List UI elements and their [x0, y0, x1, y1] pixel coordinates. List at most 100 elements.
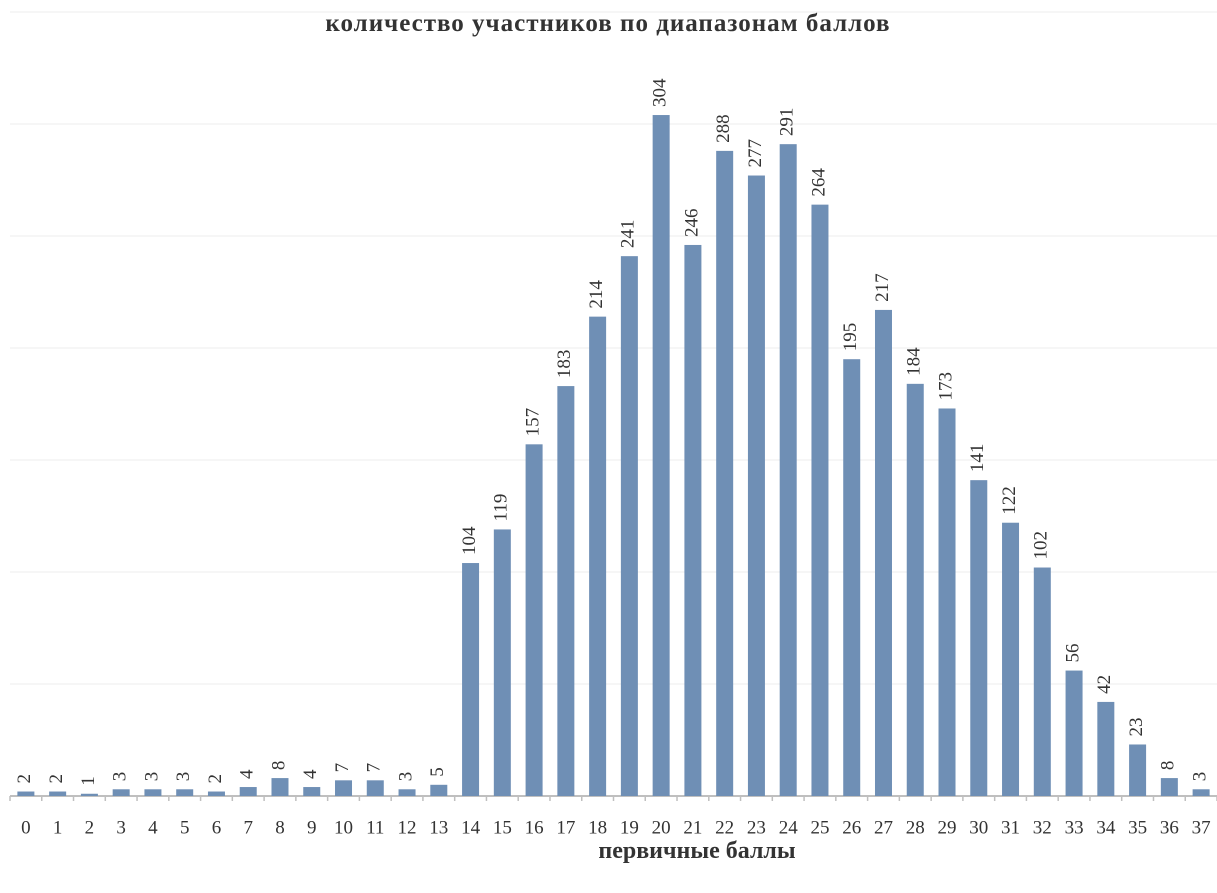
bar [239, 787, 257, 796]
x-tick-label: 23 [747, 817, 766, 838]
x-tick-label: 28 [906, 817, 925, 838]
x-tick-label: 31 [1001, 817, 1020, 838]
x-tick-label: 13 [429, 817, 448, 838]
bar [271, 778, 289, 796]
data-label: 291 [777, 108, 798, 137]
data-label: 1 [78, 776, 99, 786]
bar [1065, 670, 1083, 796]
x-tick-label: 33 [1065, 817, 1084, 838]
bar [144, 789, 162, 796]
x-tick-label: 17 [556, 817, 575, 838]
data-label: 241 [618, 220, 639, 249]
data-label: 7 [332, 763, 353, 773]
data-label: 288 [713, 114, 734, 143]
data-label: 119 [491, 494, 512, 522]
bar [906, 383, 924, 796]
x-axis-title: первичные баллы [598, 838, 796, 864]
bar [493, 529, 511, 796]
bar [525, 444, 543, 796]
bar [874, 309, 892, 796]
x-tick-label: 37 [1192, 817, 1211, 838]
chart-title: количество участников по диапазонам балл… [325, 10, 890, 37]
data-label: 3 [141, 772, 162, 782]
data-label: 141 [967, 444, 988, 473]
bar [176, 789, 194, 796]
bar [335, 780, 353, 796]
x-tick-label: 24 [779, 817, 799, 838]
x-tick-label: 20 [652, 817, 671, 838]
x-tick-label: 15 [493, 817, 512, 838]
bar [716, 150, 734, 796]
data-label: 42 [1094, 675, 1115, 694]
data-label: 195 [840, 323, 861, 352]
data-label: 104 [459, 526, 480, 555]
x-tick-label: 18 [588, 817, 607, 838]
data-label: 214 [586, 280, 607, 309]
x-tick-label: 27 [874, 817, 893, 838]
data-label: 8 [268, 761, 289, 771]
bar [17, 791, 35, 796]
x-tick-label: 12 [398, 817, 417, 838]
bar [620, 256, 638, 796]
bar [938, 408, 956, 796]
bar [366, 780, 384, 796]
bar [1192, 789, 1210, 796]
bar [970, 480, 988, 796]
bar [207, 791, 225, 796]
data-label: 2 [205, 774, 226, 784]
bar [652, 115, 670, 797]
x-tick-label: 9 [307, 817, 317, 838]
bar [589, 316, 607, 796]
bar [1002, 522, 1020, 796]
x-tick-label: 36 [1160, 817, 1179, 838]
data-label: 246 [681, 208, 702, 237]
x-tick-label: 32 [1033, 817, 1052, 838]
bar [779, 144, 797, 796]
bar [1097, 701, 1115, 796]
x-tick-label: 6 [212, 817, 222, 838]
bar [811, 204, 829, 796]
x-tick-label: 3 [116, 817, 126, 838]
x-tick-label: 8 [275, 817, 285, 838]
data-label: 56 [1062, 644, 1083, 663]
x-tick-label: 0 [21, 817, 31, 838]
x-tick-label: 35 [1128, 817, 1147, 838]
data-label: 304 [650, 78, 671, 107]
data-label: 7 [364, 763, 385, 773]
data-label: 157 [522, 408, 543, 437]
bar [557, 386, 575, 796]
data-label: 3 [1189, 772, 1210, 782]
x-tick-label: 14 [461, 817, 481, 838]
data-label: 264 [808, 168, 829, 197]
bar [112, 789, 130, 796]
bar [1033, 567, 1051, 796]
data-label: 2 [46, 774, 67, 784]
bar [303, 787, 321, 796]
bar [843, 359, 861, 796]
data-label: 3 [395, 772, 416, 782]
bar [462, 563, 480, 796]
x-tick-label: 11 [366, 817, 384, 838]
x-tick-label: 2 [85, 817, 95, 838]
bar [747, 175, 765, 796]
bar [80, 793, 98, 796]
x-tick-label: 1 [53, 817, 63, 838]
data-label: 5 [427, 767, 448, 777]
data-label: 4 [237, 769, 258, 779]
bar [49, 791, 67, 796]
x-tick-label: 34 [1096, 817, 1116, 838]
x-tick-label: 30 [969, 817, 988, 838]
data-label: 3 [173, 772, 194, 782]
data-label: 3 [110, 772, 131, 782]
data-label: 23 [1126, 717, 1147, 736]
data-label: 2 [14, 774, 35, 784]
x-tick-label: 22 [715, 817, 734, 838]
bar [430, 784, 448, 796]
x-tick-label: 16 [525, 817, 544, 838]
bar [1129, 744, 1147, 796]
x-tick-label: 21 [683, 817, 702, 838]
data-label: 173 [935, 372, 956, 401]
x-tick-label: 26 [842, 817, 861, 838]
data-label: 4 [300, 769, 321, 779]
